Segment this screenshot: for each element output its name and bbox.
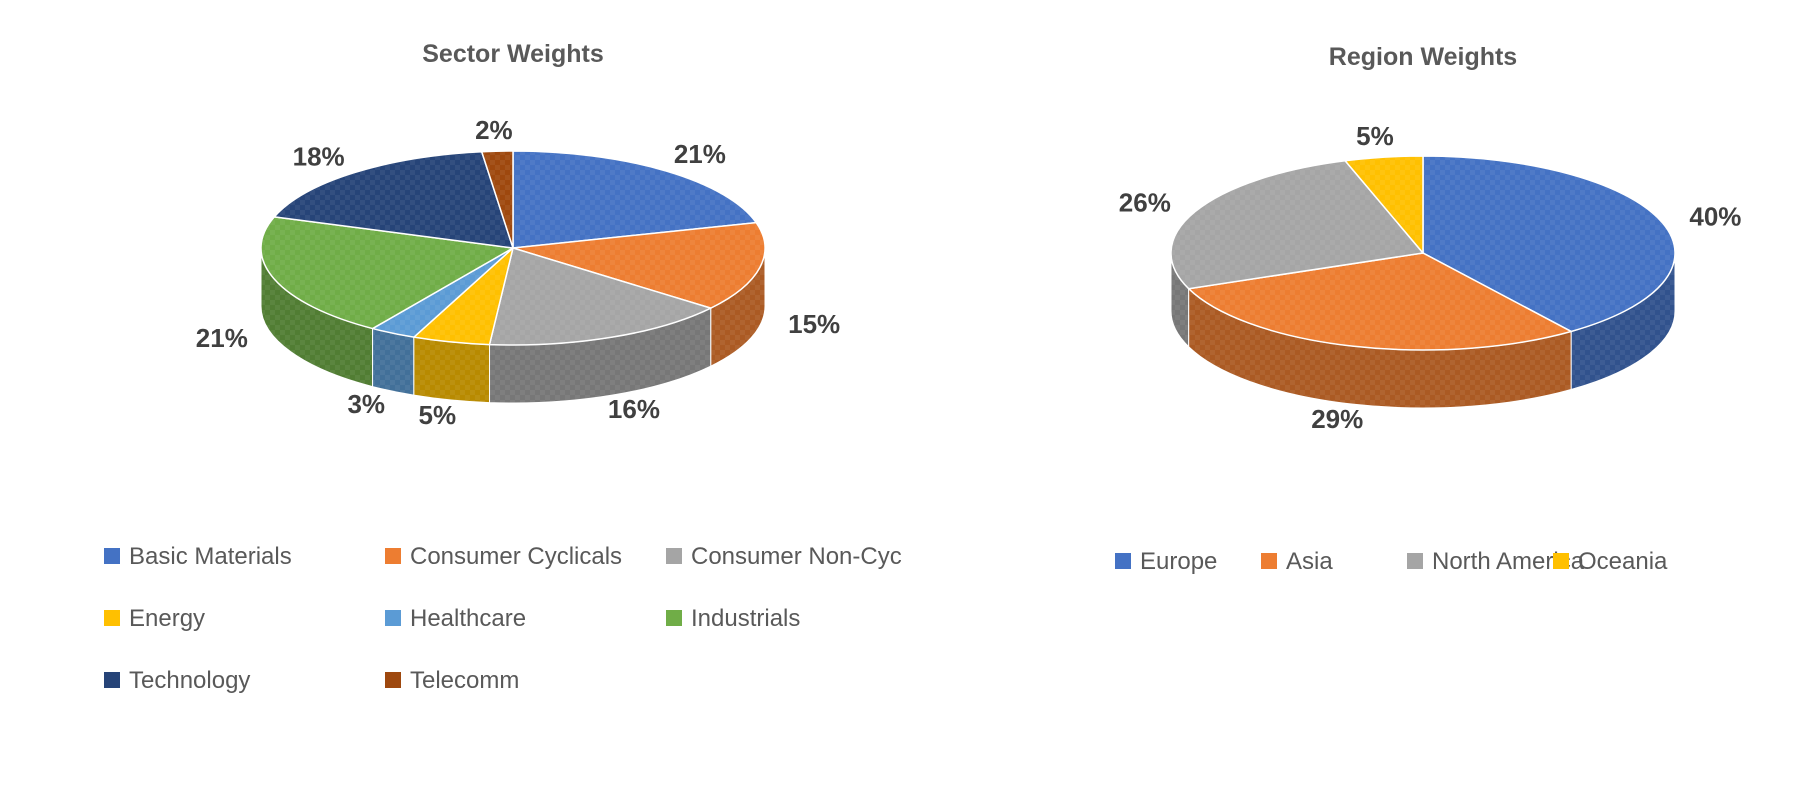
data-label-healthcare: 3% bbox=[347, 389, 385, 419]
pie-slice-texture-north-america bbox=[1171, 160, 1423, 289]
pie-slice-texture-europe bbox=[1423, 156, 1675, 332]
legend-swatch-consumer-non-cyc bbox=[666, 548, 682, 564]
data-label-energy: 5% bbox=[418, 400, 456, 430]
legend-item-oceania: Oceania bbox=[1578, 548, 1668, 575]
sector-data-labels: 21% 15% 16% 5% 3% 21% 18% 2% bbox=[196, 115, 840, 430]
pie-side-texture-consumer-cyclicals bbox=[710, 248, 765, 367]
legend-swatch-oceania bbox=[1553, 553, 1569, 569]
pie-slice-texture-basic-materials bbox=[513, 151, 757, 248]
pie-slice-texture-oceania bbox=[1345, 156, 1423, 253]
pie-slice-texture-technology bbox=[274, 151, 513, 248]
pie-slice-texture-consumer-cyclicals bbox=[513, 222, 765, 309]
pie-side-texture-north-america bbox=[1171, 253, 1189, 347]
region-pie bbox=[1170, 155, 1676, 409]
data-label-basic-materials: 21% bbox=[674, 139, 726, 169]
legend-swatch-healthcare bbox=[385, 610, 401, 626]
region-weights-chart: Region Weights 40%29%26%5% Europe Asia Nor… bbox=[1115, 43, 1741, 575]
sector-pie bbox=[260, 150, 766, 404]
sector-legend: Basic Materials Consumer Cyclicals Consume… bbox=[104, 543, 902, 694]
data-label-europe: 40% bbox=[1689, 201, 1741, 231]
legend-item-basic-materials: Basic Materials bbox=[129, 543, 292, 570]
legend-item-consumer-non-cyc: Consumer Non-Cyc bbox=[691, 543, 902, 570]
pie-side-texture-energy bbox=[413, 337, 490, 403]
pie-side-texture-industrials bbox=[261, 248, 373, 387]
legend-item-energy: Energy bbox=[129, 605, 205, 632]
legend-item-technology: Technology bbox=[129, 667, 250, 694]
data-label-industrials: 21% bbox=[196, 323, 248, 353]
legend-item-healthcare: Healthcare bbox=[410, 605, 526, 632]
region-chart-title: Region Weights bbox=[1329, 43, 1517, 71]
data-label-technology: 18% bbox=[293, 141, 345, 171]
legend-item-europe: Europe bbox=[1140, 548, 1217, 575]
pie-slice-texture-asia bbox=[1188, 253, 1572, 350]
data-label-consumer-cyclicals: 15% bbox=[788, 309, 840, 339]
legend-item-asia: Asia bbox=[1286, 548, 1333, 575]
pie-side-texture-europe bbox=[1571, 253, 1675, 390]
legend-item-telecomm: Telecomm bbox=[410, 667, 519, 694]
legend-swatch-technology bbox=[104, 672, 120, 688]
pie-slice-texture-healthcare bbox=[372, 248, 513, 338]
legend-swatch-asia bbox=[1261, 553, 1277, 569]
legend-item-consumer-cyclicals: Consumer Cyclicals bbox=[410, 543, 622, 570]
region-data-labels: 40% 29% 26% 5% bbox=[1119, 121, 1742, 434]
data-label-asia: 29% bbox=[1311, 404, 1363, 434]
legend-swatch-basic-materials bbox=[104, 548, 120, 564]
pie-slice-texture-industrials bbox=[261, 216, 513, 329]
data-label-oceania: 5% bbox=[1356, 121, 1394, 151]
pie-side-texture-asia bbox=[1188, 288, 1572, 408]
pie-side-texture-healthcare bbox=[372, 328, 414, 396]
legend-swatch-europe bbox=[1115, 553, 1131, 569]
legend-swatch-consumer-cyclicals bbox=[385, 548, 401, 564]
legend-swatch-industrials bbox=[666, 610, 682, 626]
pie-slice-texture-consumer-non-cyc bbox=[489, 248, 711, 345]
data-label-telecomm: 2% bbox=[475, 115, 513, 145]
data-label-consumer-non-cyc: 16% bbox=[608, 394, 660, 424]
legend-swatch-telecomm bbox=[385, 672, 401, 688]
legend-swatch-north-america bbox=[1407, 553, 1423, 569]
pie-slice-texture-energy bbox=[413, 248, 513, 345]
sector-chart-title: Sector Weights bbox=[422, 40, 604, 68]
pie-slice-texture-telecomm bbox=[481, 151, 513, 248]
legend-item-industrials: Industrials bbox=[691, 605, 800, 632]
data-label-north-america: 26% bbox=[1119, 188, 1171, 218]
legend-swatch-energy bbox=[104, 610, 120, 626]
pie-side-texture-consumer-non-cyc bbox=[489, 308, 711, 403]
sector-weights-chart: Sector Weights 21% 15% 16% 5% 3% 21% 18% 2% Bas… bbox=[104, 40, 902, 694]
